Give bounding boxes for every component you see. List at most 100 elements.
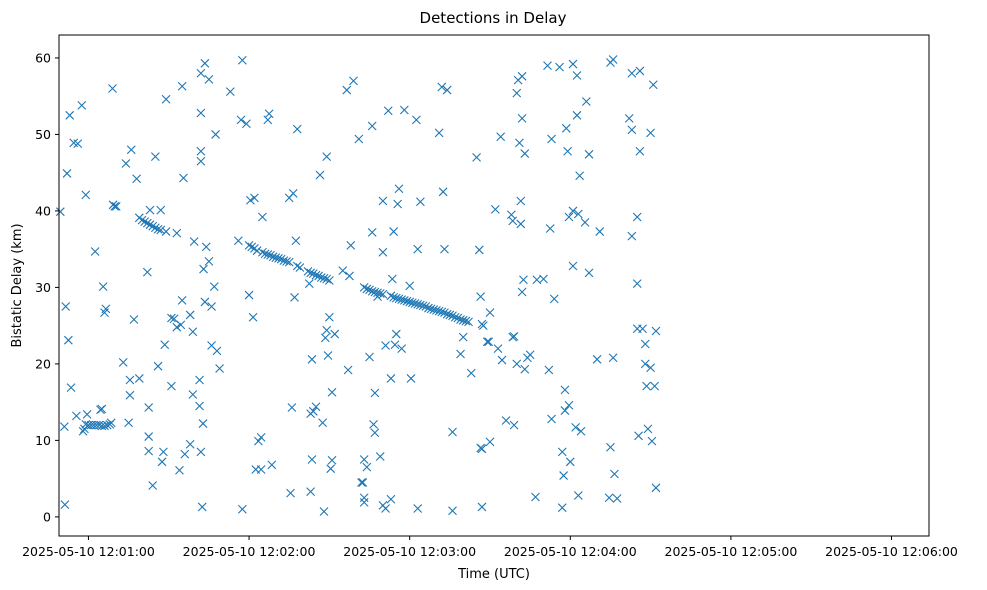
data-point bbox=[185, 310, 195, 320]
data-point bbox=[264, 109, 274, 119]
data-point bbox=[290, 292, 299, 302]
y-axis-label: Bistatic Delay (km) bbox=[10, 223, 25, 347]
data-point bbox=[394, 184, 404, 194]
data-point bbox=[358, 478, 368, 487]
data-point bbox=[464, 317, 473, 327]
data-point bbox=[167, 381, 176, 391]
data-point bbox=[101, 304, 111, 314]
x-tick-label: 2025-05-10 12:04:00 bbox=[504, 544, 637, 559]
data-point bbox=[145, 220, 155, 230]
data-point bbox=[295, 263, 305, 272]
data-point bbox=[445, 310, 455, 320]
data-point bbox=[517, 71, 527, 81]
data-point bbox=[440, 244, 449, 254]
data-point bbox=[209, 282, 219, 292]
data-point bbox=[150, 223, 160, 233]
data-point bbox=[466, 368, 476, 378]
data-point bbox=[156, 205, 166, 215]
data-point bbox=[592, 354, 602, 364]
data-point bbox=[311, 402, 321, 412]
data-point bbox=[266, 250, 275, 260]
data-point bbox=[497, 355, 507, 365]
data-point bbox=[648, 80, 658, 90]
data-point bbox=[429, 305, 439, 314]
data-point bbox=[110, 201, 120, 211]
data-point bbox=[520, 364, 530, 374]
data-point bbox=[391, 293, 401, 303]
data-point bbox=[159, 447, 168, 457]
data-point bbox=[560, 406, 570, 415]
data-point bbox=[291, 236, 301, 246]
data-point bbox=[643, 424, 653, 434]
data-point bbox=[81, 190, 91, 200]
data-point bbox=[144, 432, 154, 441]
data-point bbox=[568, 261, 578, 271]
data-point bbox=[292, 261, 302, 271]
data-point bbox=[343, 365, 353, 375]
data-point bbox=[327, 387, 337, 397]
data-point bbox=[407, 298, 417, 308]
data-point bbox=[508, 216, 518, 226]
data-point bbox=[568, 206, 578, 216]
data-point bbox=[196, 108, 206, 118]
data-point bbox=[650, 381, 660, 391]
data-point bbox=[576, 426, 586, 436]
data-point bbox=[185, 439, 195, 449]
data-point bbox=[211, 130, 220, 139]
axes-frame bbox=[58, 34, 930, 537]
data-point bbox=[519, 275, 528, 285]
data-point bbox=[195, 375, 204, 385]
data-point bbox=[100, 421, 109, 431]
data-point bbox=[651, 326, 661, 336]
data-point bbox=[573, 209, 583, 219]
data-point bbox=[108, 84, 117, 93]
data-point bbox=[204, 74, 214, 84]
data-point bbox=[386, 291, 396, 301]
data-point bbox=[250, 193, 259, 203]
data-point bbox=[144, 446, 154, 456]
data-point bbox=[167, 313, 176, 323]
data-point bbox=[98, 282, 108, 292]
data-point bbox=[411, 115, 421, 125]
data-point bbox=[381, 341, 390, 350]
data-point bbox=[434, 128, 444, 138]
data-point bbox=[426, 304, 436, 314]
data-point bbox=[393, 199, 403, 209]
data-point bbox=[378, 247, 388, 257]
data-point bbox=[188, 390, 198, 399]
data-point bbox=[512, 88, 522, 98]
data-point bbox=[316, 273, 326, 282]
data-point bbox=[493, 344, 503, 353]
data-point bbox=[200, 297, 210, 307]
data-point bbox=[246, 195, 255, 205]
data-point bbox=[180, 449, 190, 459]
data-point bbox=[102, 420, 112, 430]
data-point bbox=[612, 494, 622, 503]
data-point bbox=[252, 246, 262, 256]
data-point bbox=[137, 215, 147, 225]
data-point bbox=[118, 357, 128, 367]
data-point bbox=[501, 416, 511, 425]
data-point bbox=[476, 292, 486, 301]
data-point bbox=[635, 146, 645, 156]
data-point bbox=[549, 294, 559, 304]
data-point bbox=[160, 340, 170, 350]
data-point bbox=[319, 507, 329, 516]
data-point bbox=[156, 225, 166, 235]
data-point bbox=[450, 312, 460, 322]
data-point bbox=[482, 337, 492, 347]
data-point bbox=[320, 333, 330, 343]
data-point bbox=[563, 146, 573, 156]
data-point bbox=[560, 385, 570, 395]
data-point bbox=[308, 269, 318, 279]
data-point bbox=[405, 297, 415, 307]
data-point bbox=[573, 491, 583, 500]
data-point bbox=[63, 335, 73, 345]
data-point bbox=[448, 311, 457, 321]
data-point bbox=[292, 124, 302, 134]
data-point bbox=[72, 411, 81, 421]
data-point bbox=[547, 134, 556, 144]
data-point bbox=[271, 253, 281, 262]
data-point bbox=[365, 352, 374, 362]
